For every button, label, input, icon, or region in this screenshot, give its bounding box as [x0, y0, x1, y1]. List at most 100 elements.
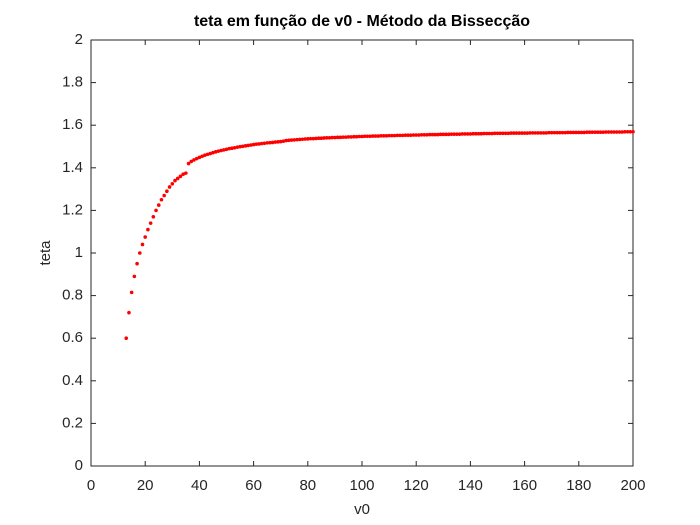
point	[238, 144, 242, 149]
point	[427, 132, 432, 137]
point	[585, 130, 589, 135]
x-tick-label: 200	[620, 477, 645, 494]
y-tick-label: 0.2	[62, 414, 83, 431]
x-tick-label: 180	[566, 477, 591, 494]
point	[289, 138, 294, 142]
point	[357, 134, 362, 139]
point	[625, 130, 630, 134]
point	[352, 134, 356, 139]
point	[143, 235, 147, 239]
point	[127, 310, 131, 315]
point	[623, 130, 627, 134]
x-tick-label: 140	[458, 477, 483, 494]
point	[536, 131, 540, 135]
point	[614, 130, 619, 134]
point	[395, 133, 400, 138]
point	[604, 130, 608, 134]
point	[522, 131, 527, 135]
point	[587, 130, 592, 135]
point	[259, 141, 264, 146]
point	[270, 140, 275, 145]
point	[148, 221, 153, 225]
point	[175, 176, 180, 181]
point	[492, 131, 497, 136]
point	[444, 132, 448, 137]
point	[265, 141, 269, 145]
y-tick-label: 1.6	[62, 116, 83, 133]
point	[257, 142, 261, 146]
y-tick-label: 0.8	[62, 287, 83, 304]
point	[541, 131, 546, 135]
point	[446, 132, 451, 137]
point	[408, 133, 413, 138]
point	[278, 139, 283, 144]
point	[132, 274, 137, 279]
point	[514, 131, 519, 135]
point	[178, 174, 183, 179]
point	[159, 197, 164, 202]
point	[251, 142, 256, 147]
point	[533, 131, 538, 135]
point	[549, 130, 554, 135]
point	[593, 130, 597, 135]
point	[240, 144, 245, 149]
point	[200, 154, 204, 159]
point	[167, 185, 172, 189]
point	[246, 143, 250, 148]
point	[490, 131, 494, 136]
point	[468, 132, 473, 136]
point	[422, 132, 427, 137]
point	[463, 132, 467, 136]
point	[308, 136, 313, 141]
point	[281, 139, 286, 143]
y-tick-label: 1.4	[62, 159, 83, 176]
point	[560, 130, 565, 135]
point	[216, 149, 221, 153]
point	[273, 140, 278, 144]
point	[525, 131, 530, 135]
point	[441, 132, 446, 137]
point	[341, 135, 345, 139]
point	[129, 290, 134, 295]
point	[208, 151, 213, 156]
point	[319, 136, 324, 140]
point	[181, 172, 185, 176]
point	[558, 130, 562, 135]
point	[476, 131, 481, 136]
point	[506, 131, 511, 136]
plot-area	[90, 39, 634, 467]
point	[528, 131, 532, 135]
point	[184, 171, 188, 175]
chart-title: teta em função de v0 - Método da Bissecç…	[194, 13, 530, 30]
point	[360, 134, 364, 139]
x-tick-label: 160	[512, 477, 537, 494]
point	[590, 130, 595, 135]
point	[381, 134, 386, 138]
point	[330, 135, 334, 140]
y-tick-label: 0	[75, 457, 83, 474]
point	[474, 131, 478, 136]
point	[324, 135, 329, 140]
point	[292, 138, 297, 142]
point	[306, 137, 310, 141]
point	[449, 132, 454, 136]
point	[314, 136, 318, 141]
point	[343, 135, 348, 139]
point	[414, 133, 419, 137]
point	[517, 131, 521, 135]
point	[186, 161, 191, 166]
point	[387, 133, 391, 138]
point	[530, 131, 535, 135]
point	[501, 131, 505, 136]
point	[284, 138, 288, 143]
point	[379, 134, 383, 138]
point	[173, 178, 177, 183]
point	[165, 189, 169, 194]
point	[582, 130, 587, 135]
point	[322, 136, 326, 140]
point	[224, 147, 229, 152]
point	[555, 130, 559, 135]
point	[268, 140, 272, 145]
point	[579, 130, 584, 135]
